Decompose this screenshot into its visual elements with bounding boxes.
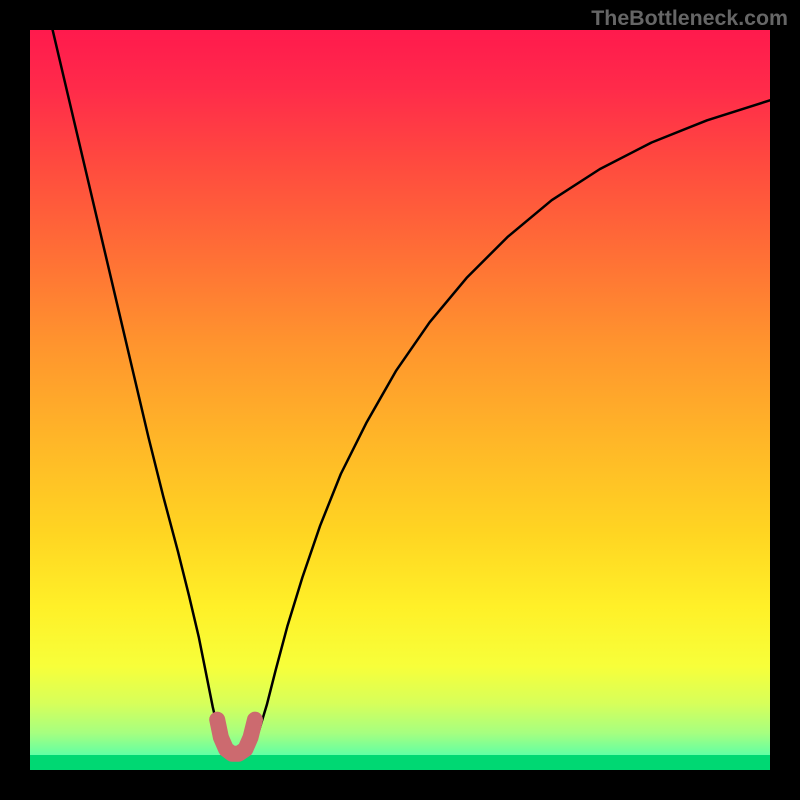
plot-frame bbox=[30, 30, 770, 770]
curve-overlay-svg bbox=[30, 30, 770, 770]
chart-container: TheBottleneck.com bbox=[0, 0, 800, 800]
watermark-text: TheBottleneck.com bbox=[591, 6, 788, 31]
optimal-point-marker bbox=[217, 720, 255, 754]
bottleneck-curve bbox=[30, 30, 770, 758]
